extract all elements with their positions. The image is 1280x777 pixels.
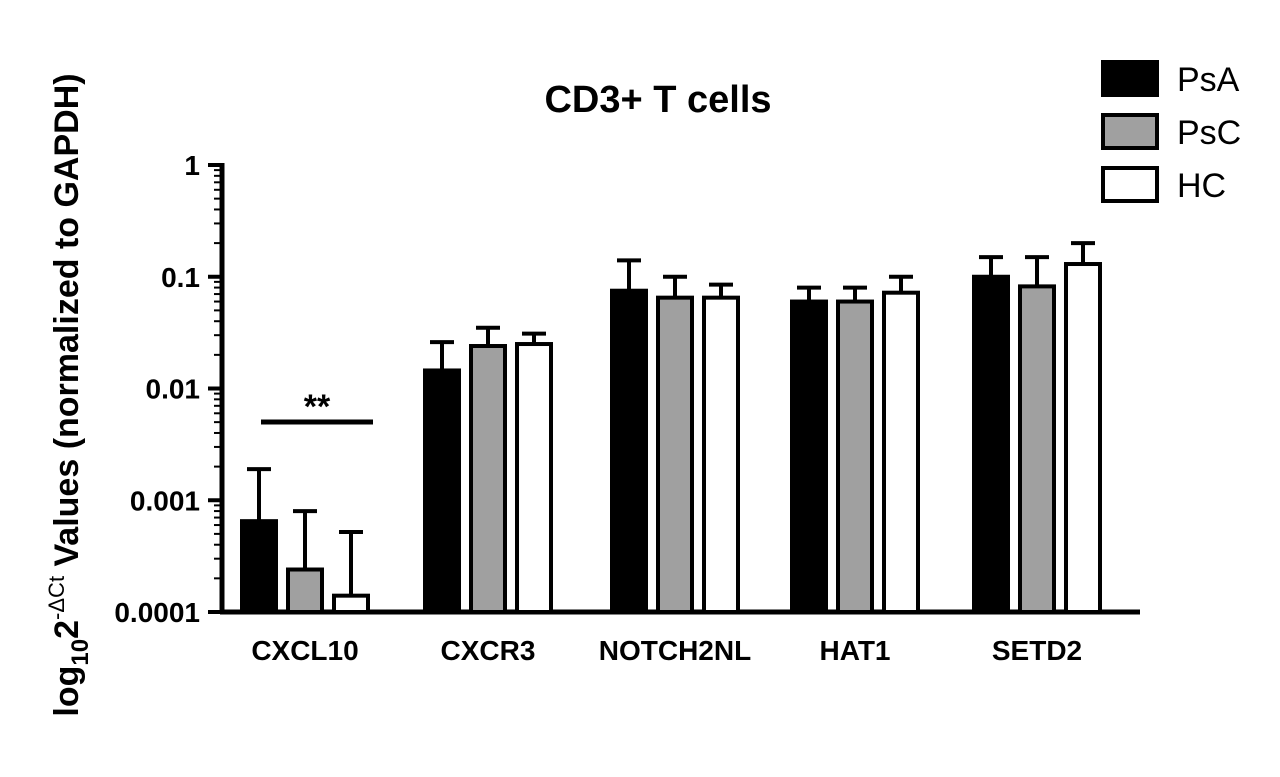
y-tick-label: 0.1 (161, 262, 200, 293)
bar-hc (1064, 262, 1102, 614)
bar-psc (836, 299, 874, 614)
y-axis-label-mid: 2 (48, 620, 86, 639)
bar-psa (972, 274, 1010, 614)
legend-swatch-hc (1101, 166, 1159, 203)
bars: ** (240, 241, 1102, 615)
legend-swatch-psa (1101, 60, 1159, 97)
legend-label: HC (1177, 167, 1226, 205)
y-tick-label: 1 (184, 150, 200, 181)
bar-psc (286, 567, 324, 615)
x-tick-label: CXCL10 (251, 635, 358, 666)
bar-psa (790, 299, 828, 614)
bar-hc (515, 342, 553, 614)
legend-label: PsC (1177, 114, 1241, 152)
y-axis-label-suffix: Values (normalized to GAPDH) (48, 73, 86, 576)
axes: 0.0001 0.001 0.01 0.1 1 CXCL10 CXCR3 NOTCH2NL HA… (114, 150, 1140, 666)
bar-psc (656, 295, 694, 614)
x-tick-label: HAT1 (819, 635, 890, 666)
bar-hc (882, 290, 920, 614)
x-tick-label: SETD2 (992, 635, 1082, 666)
y-axis-label-sup: -ΔCt (44, 576, 69, 620)
bar-psa (423, 368, 461, 614)
x-tick-label: NOTCH2NL (599, 635, 751, 666)
chart-title: CD3+ T cells (544, 79, 771, 121)
bar-psc (469, 344, 507, 614)
y-tick-label: 0.0001 (114, 597, 200, 628)
bar-psc (1018, 284, 1056, 614)
y-axis-label-prefix: log (48, 666, 86, 717)
y-tick-label: 0.001 (130, 485, 200, 516)
y-axis-label-sub: 10 (67, 639, 94, 666)
significance-marker: ** (304, 388, 331, 426)
legend: PsA PsC HC (1101, 60, 1241, 205)
bar-hc (332, 593, 370, 614)
bar-psa (240, 519, 278, 614)
bar-psa (610, 288, 648, 614)
x-tick-label: CXCR3 (441, 635, 536, 666)
legend-label: PsA (1177, 61, 1240, 99)
legend-swatch-psc (1101, 113, 1159, 150)
y-tick-label: 0.01 (146, 374, 201, 405)
y-axis-label: log102-ΔCt Values (normalized to GAPDH) (44, 73, 94, 716)
bar-hc (702, 295, 740, 614)
